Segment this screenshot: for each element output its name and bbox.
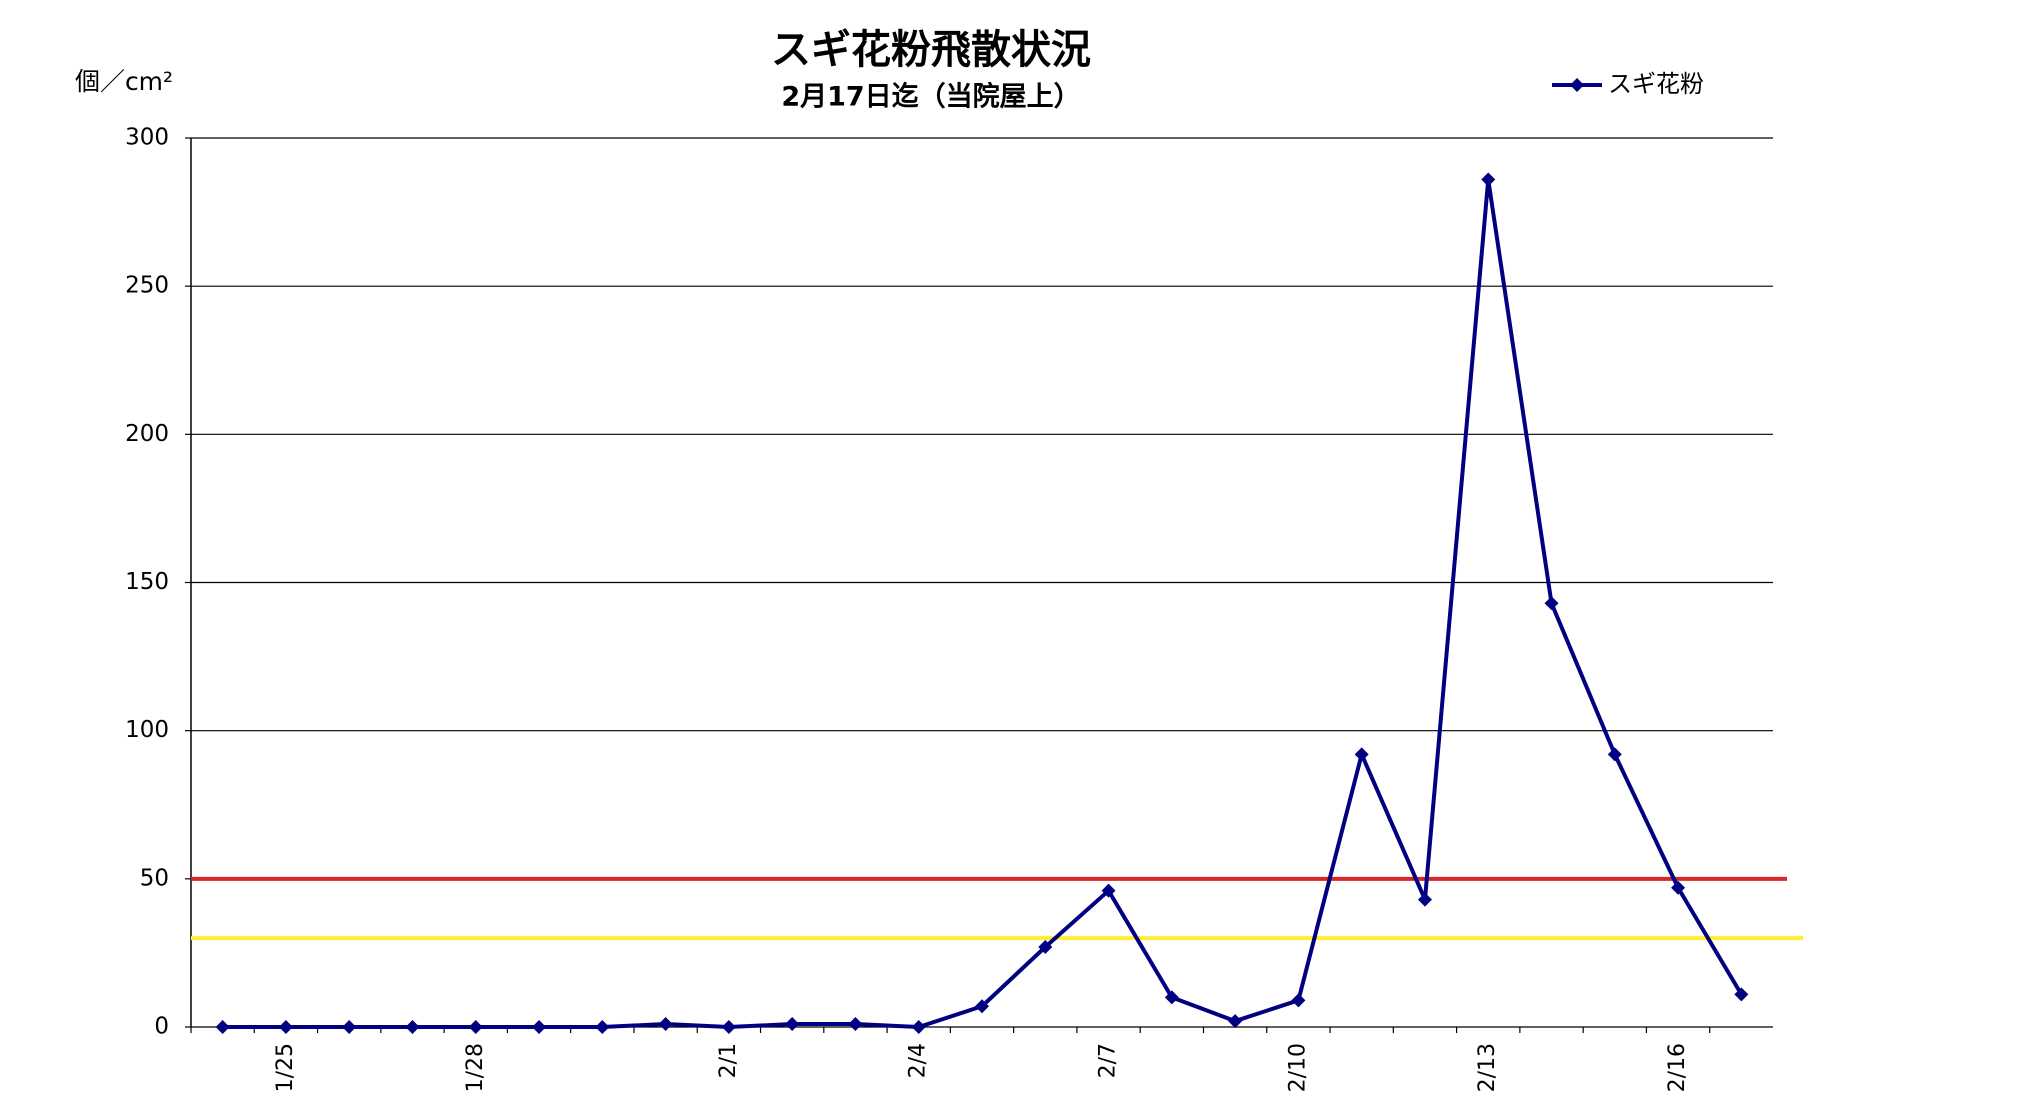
y-tick-label: 300 [125,125,169,151]
data-point [405,1020,420,1034]
chart-title: スギ花粉飛散状況 [771,27,1091,73]
y-axis-label: 個／cm² [75,67,173,96]
x-tick-label: 2/10 [1285,1043,1310,1092]
x-tick-label: 2/13 [1475,1043,1500,1092]
y-tick-label: 50 [140,865,169,891]
y-tick-label: 200 [125,421,169,447]
data-point [1671,880,1686,895]
data-point [658,1017,673,1032]
x-tick-label: 2/16 [1665,1043,1690,1092]
data-point [1291,993,1306,1008]
data-point [1734,987,1749,1002]
x-tick-label: 2/7 [1096,1043,1121,1078]
y-tick-label: 0 [154,1014,169,1040]
data-point [278,1020,293,1034]
data-point [1417,892,1432,907]
x-tick-label: 2/4 [906,1043,931,1078]
data-point [975,999,989,1014]
data-point [848,1017,863,1032]
data-point [1481,172,1496,187]
data-point [1101,883,1116,898]
data-point [785,1017,800,1032]
x-tick-label: 2/1 [716,1043,741,1078]
legend-label: スギ花粉 [1608,70,1704,98]
data-point [595,1020,610,1034]
x-tick-label: 1/28 [463,1043,488,1092]
data-point [1164,990,1179,1005]
data-point [1228,1014,1243,1029]
data-point [721,1020,736,1034]
y-tick-label: 100 [125,717,169,743]
data-point [532,1020,547,1034]
x-tick-label: 1/25 [273,1043,298,1092]
data-point [1607,747,1622,762]
data-point [1038,939,1053,954]
data-point [342,1020,357,1034]
legend-marker [1570,78,1584,92]
series-line [222,177,1744,1029]
y-tick-label: 250 [125,273,169,299]
data-point [468,1020,483,1034]
data-point [215,1020,230,1034]
chart-subtitle: 2月17日迄（当院屋上） [781,81,1080,113]
y-tick-label: 150 [125,569,169,595]
data-point [911,1020,926,1034]
data-point [1544,596,1559,611]
data-point [1354,747,1369,762]
